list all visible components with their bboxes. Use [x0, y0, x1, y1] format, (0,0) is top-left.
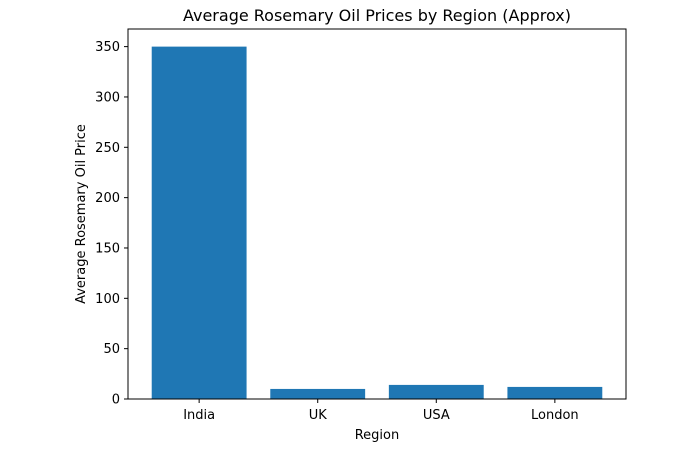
bar-london	[507, 386, 603, 399]
chart-title: Average Rosemary Oil Prices by Region (A…	[183, 6, 571, 25]
y-tick-label: 0	[112, 393, 120, 408]
bar-india	[151, 46, 247, 399]
x-tick-label: India	[183, 408, 215, 423]
bar-usa	[388, 384, 484, 399]
y-tick-label: 50	[103, 342, 120, 357]
x-tick-label: USA	[423, 408, 450, 423]
bar-uk	[270, 388, 366, 399]
y-tick-label: 150	[95, 241, 120, 256]
y-tick-label: 250	[95, 141, 120, 156]
y-axis-label: Average Rosemary Oil Price	[74, 124, 89, 304]
y-tick-label: 200	[95, 191, 120, 206]
x-tick-label: London	[531, 408, 579, 423]
plot-frame	[127, 28, 627, 400]
y-tick-label: 100	[95, 292, 120, 307]
y-tick-label: 300	[95, 90, 120, 105]
y-tick-label: 350	[95, 40, 120, 55]
x-tick-label: UK	[309, 408, 328, 423]
x-axis-label: Region	[355, 428, 400, 443]
